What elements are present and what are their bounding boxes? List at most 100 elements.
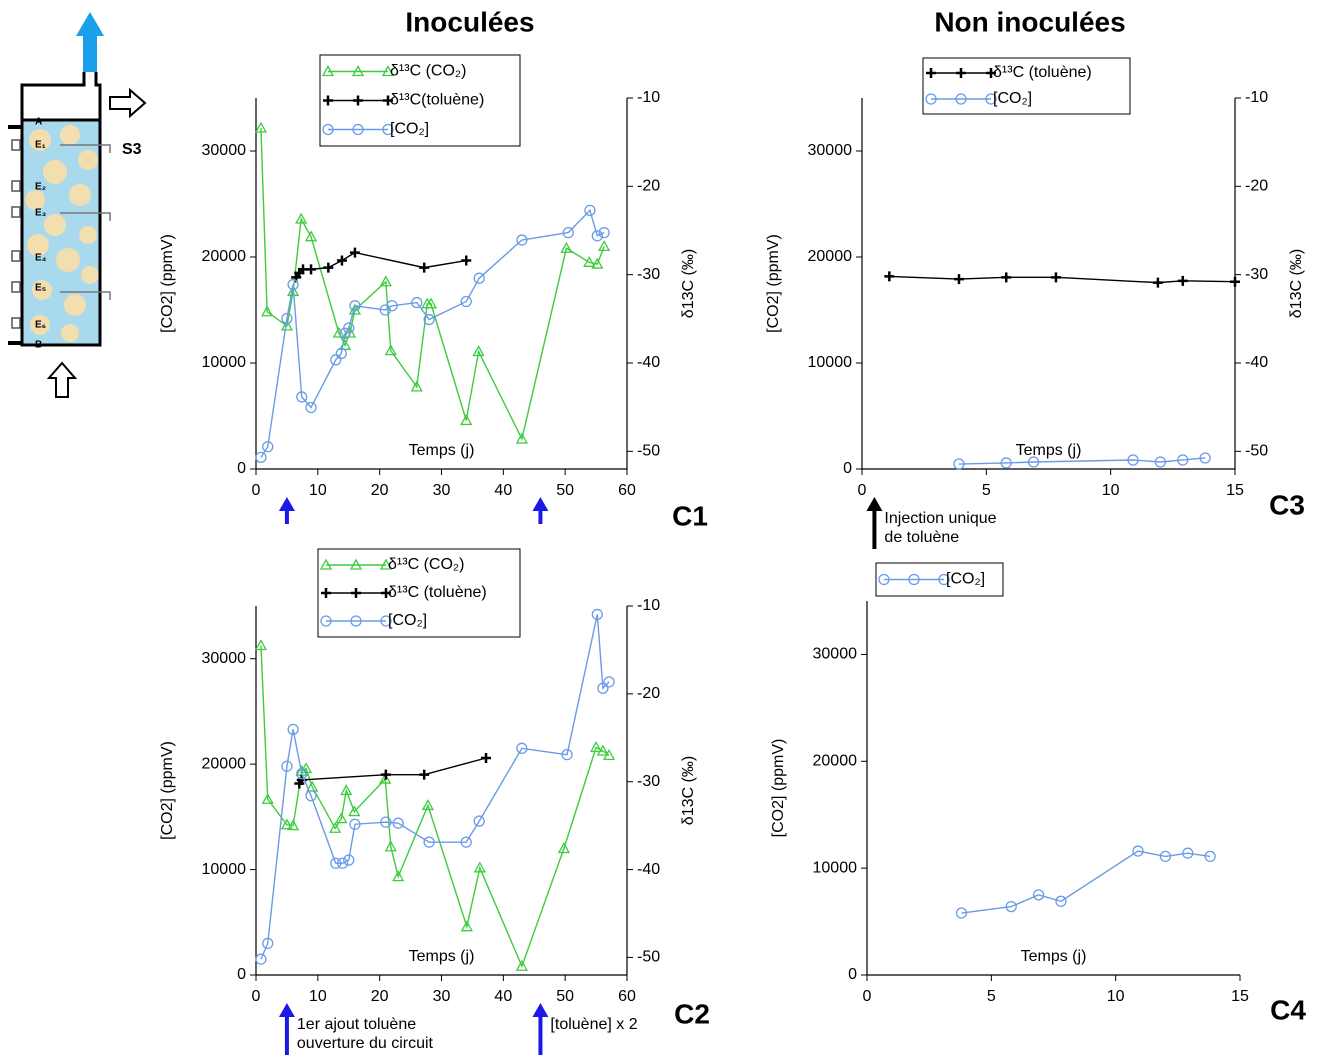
point bbox=[1154, 456, 1167, 468]
legend-marker bbox=[351, 588, 361, 598]
diagram-label: E₃ bbox=[35, 208, 47, 219]
y2-tick-label: -20 bbox=[637, 178, 660, 195]
legend-marker bbox=[321, 65, 335, 77]
point bbox=[1159, 850, 1172, 863]
x-tick-label: 20 bbox=[371, 988, 389, 1005]
legend-label: δ¹³C (toluène) bbox=[388, 584, 487, 601]
panel-label: C1 bbox=[672, 500, 708, 531]
point bbox=[589, 741, 603, 753]
legend-marker bbox=[353, 95, 363, 106]
series-line bbox=[260, 128, 605, 442]
y2-tick-label: -20 bbox=[1245, 178, 1268, 195]
annotation-arrowhead bbox=[866, 497, 883, 511]
x-tick-label: 40 bbox=[494, 482, 512, 499]
point bbox=[296, 391, 308, 403]
legend-marker bbox=[986, 68, 996, 78]
point bbox=[255, 451, 267, 463]
point bbox=[306, 264, 317, 275]
legend-marker bbox=[352, 123, 364, 136]
reactor-diagram: A E₁ E₂ E₃ E₄ E₅ E₆ B S3 bbox=[8, 12, 147, 398]
legend-marker bbox=[379, 558, 393, 570]
series-line bbox=[298, 757, 487, 784]
point bbox=[392, 817, 404, 829]
y-tick-label: 0 bbox=[843, 460, 852, 477]
x-tick-label: 60 bbox=[618, 988, 636, 1005]
diagram-label: E₅ bbox=[35, 283, 47, 294]
point bbox=[262, 937, 274, 950]
point bbox=[1127, 454, 1139, 466]
point bbox=[295, 212, 308, 224]
point bbox=[261, 792, 274, 804]
point bbox=[516, 742, 528, 754]
point bbox=[884, 271, 895, 282]
point bbox=[602, 749, 616, 761]
y2-tick-label: -10 bbox=[1245, 89, 1268, 106]
diagram-label: E₂ bbox=[35, 182, 46, 193]
point bbox=[349, 818, 361, 830]
y-tick-label: 30000 bbox=[813, 646, 858, 663]
point bbox=[584, 204, 596, 217]
point bbox=[386, 300, 398, 312]
point bbox=[296, 767, 308, 780]
legend-marker bbox=[956, 68, 966, 78]
legend-marker bbox=[381, 65, 395, 77]
point bbox=[336, 857, 349, 869]
y2-tick-label: -50 bbox=[1245, 443, 1268, 460]
series-line bbox=[958, 457, 1206, 465]
y-tick-label: 10000 bbox=[202, 861, 247, 878]
y2-axis-label: δ13C (‰) bbox=[1288, 249, 1305, 318]
x-tick-label: 30 bbox=[433, 988, 451, 1005]
x-axis-label: Temps (j) bbox=[409, 442, 475, 459]
diagram-label: E₄ bbox=[35, 253, 47, 264]
point bbox=[424, 297, 438, 309]
annotation-text: ouverture du circuit bbox=[297, 1035, 434, 1052]
x-tick-label: 0 bbox=[863, 988, 872, 1005]
point bbox=[379, 772, 392, 784]
y-tick-label: 0 bbox=[237, 966, 246, 983]
point bbox=[349, 247, 360, 258]
point bbox=[254, 121, 268, 133]
point bbox=[597, 682, 609, 694]
legend-marker bbox=[350, 615, 362, 627]
panel-label: C4 bbox=[1270, 994, 1306, 1025]
y2-tick-label: -40 bbox=[1245, 354, 1268, 371]
legend-label: δ¹³C (CO₂) bbox=[388, 556, 464, 573]
point bbox=[557, 842, 571, 854]
legend-label: δ¹³C(toluène) bbox=[390, 92, 484, 109]
x-axis-label: Temps (j) bbox=[1021, 948, 1087, 965]
point bbox=[411, 296, 423, 309]
point bbox=[421, 799, 435, 811]
point bbox=[460, 920, 473, 932]
point bbox=[255, 953, 267, 965]
point bbox=[423, 313, 435, 326]
y2-tick-label: -30 bbox=[1245, 266, 1268, 283]
point bbox=[1005, 900, 1017, 913]
point bbox=[1230, 276, 1240, 287]
annotation-arrowhead bbox=[278, 497, 295, 511]
point bbox=[1182, 847, 1194, 859]
legend-marker bbox=[321, 588, 331, 598]
point bbox=[419, 262, 430, 273]
y2-tick-label: -30 bbox=[637, 773, 660, 790]
point bbox=[1032, 889, 1045, 901]
x-tick-label: 0 bbox=[252, 482, 261, 499]
legend-label: δ¹³C (toluène) bbox=[993, 64, 1092, 81]
legend-marker bbox=[322, 123, 334, 136]
series-line bbox=[260, 209, 605, 458]
series-line bbox=[961, 850, 1211, 914]
point bbox=[280, 319, 294, 331]
point bbox=[304, 230, 318, 242]
point bbox=[1027, 456, 1040, 468]
annotation-text: [toluène] x 2 bbox=[550, 1016, 637, 1033]
y-axis-label: [CO2] (ppmV) bbox=[770, 739, 787, 838]
x-tick-label: 0 bbox=[252, 988, 261, 1005]
point bbox=[473, 815, 485, 827]
x-tick-label: 15 bbox=[1226, 482, 1244, 499]
y-axis-label: [CO2] (ppmV) bbox=[159, 741, 176, 840]
legend-marker bbox=[319, 558, 333, 570]
x-tick-label: 60 bbox=[618, 482, 636, 499]
column-title: Inoculées bbox=[405, 6, 534, 37]
y2-tick-label: -10 bbox=[637, 89, 660, 106]
point bbox=[472, 345, 485, 357]
